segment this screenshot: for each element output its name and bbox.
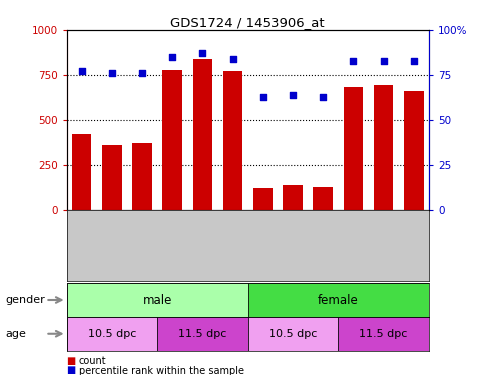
Point xyxy=(380,58,387,64)
Text: count: count xyxy=(79,356,106,366)
Point xyxy=(259,94,267,100)
Bar xyxy=(162,70,182,210)
Point xyxy=(168,54,176,60)
Bar xyxy=(314,187,333,210)
Bar xyxy=(72,134,92,210)
Text: ■: ■ xyxy=(67,366,76,375)
Point xyxy=(410,58,418,64)
Text: percentile rank within the sample: percentile rank within the sample xyxy=(79,366,244,375)
Point xyxy=(138,70,146,76)
Bar xyxy=(338,317,429,351)
Text: 10.5 dpc: 10.5 dpc xyxy=(269,329,317,339)
Point xyxy=(78,68,86,74)
Text: 11.5 dpc: 11.5 dpc xyxy=(178,329,227,339)
Point xyxy=(319,94,327,100)
Text: age: age xyxy=(5,329,26,339)
Text: male: male xyxy=(142,294,172,306)
Bar xyxy=(67,283,248,317)
Point xyxy=(229,56,237,62)
Bar xyxy=(344,87,363,210)
Bar xyxy=(132,143,152,210)
Text: ■: ■ xyxy=(67,356,76,366)
Bar xyxy=(253,188,273,210)
Bar xyxy=(102,145,122,210)
Bar xyxy=(404,91,423,210)
Text: 11.5 dpc: 11.5 dpc xyxy=(359,329,408,339)
Point xyxy=(350,58,357,64)
Bar xyxy=(67,317,157,351)
Bar xyxy=(157,317,248,351)
Point xyxy=(199,50,207,56)
Text: gender: gender xyxy=(5,295,45,305)
Text: female: female xyxy=(318,294,359,306)
Bar xyxy=(223,70,243,210)
Bar xyxy=(248,283,429,317)
Bar xyxy=(374,85,393,210)
Point xyxy=(108,70,116,76)
Bar xyxy=(193,59,212,210)
Text: 10.5 dpc: 10.5 dpc xyxy=(88,329,136,339)
Title: GDS1724 / 1453906_at: GDS1724 / 1453906_at xyxy=(171,16,325,29)
Point xyxy=(289,92,297,98)
Bar xyxy=(248,317,338,351)
Bar xyxy=(283,185,303,210)
